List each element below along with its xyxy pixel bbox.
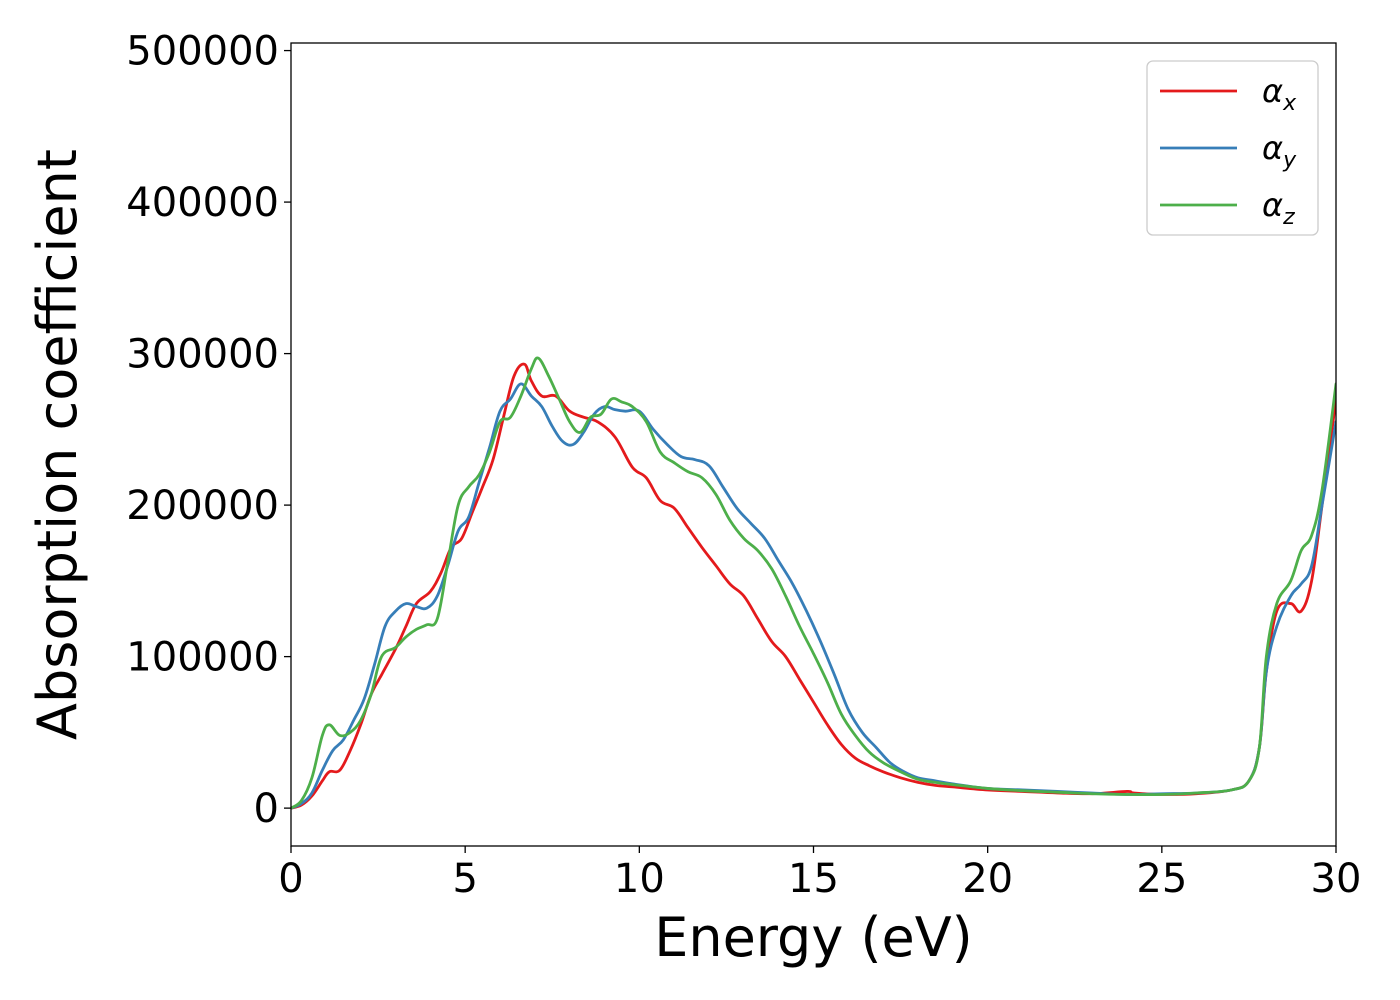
legend-symbol: α xyxy=(1262,186,1283,224)
x-tick-label: 25 xyxy=(1136,856,1187,902)
y-tick-label: 200000 xyxy=(126,483,279,529)
absorption-chart: 0 5 10 15 20 25 30 0 100000 200000 300000 400000 50… xyxy=(0,0,1400,1000)
x-tick-label: 0 xyxy=(278,856,303,902)
x-axis-title: Energy (eV) xyxy=(654,906,973,969)
y-tick-label: 100000 xyxy=(126,635,279,681)
x-tick-label: 20 xyxy=(962,856,1013,902)
legend-symbol: α xyxy=(1262,129,1283,167)
x-tick-label: 30 xyxy=(1311,856,1362,902)
legend-subscript: x xyxy=(1282,91,1297,116)
y-tick-label: 500000 xyxy=(126,29,279,75)
y-tick-label: 0 xyxy=(254,786,279,832)
y-axis-title: Absorption coefficient xyxy=(26,149,89,740)
x-tick-label: 5 xyxy=(452,856,477,902)
legend-symbol: α xyxy=(1262,72,1283,110)
y-tick-label: 400000 xyxy=(126,180,279,226)
y-tick-label: 300000 xyxy=(126,332,279,378)
legend-subscript: y xyxy=(1282,148,1297,173)
x-tick-label: 10 xyxy=(614,856,665,902)
legend-subscript: z xyxy=(1282,205,1295,230)
x-tick-label: 15 xyxy=(788,856,839,902)
